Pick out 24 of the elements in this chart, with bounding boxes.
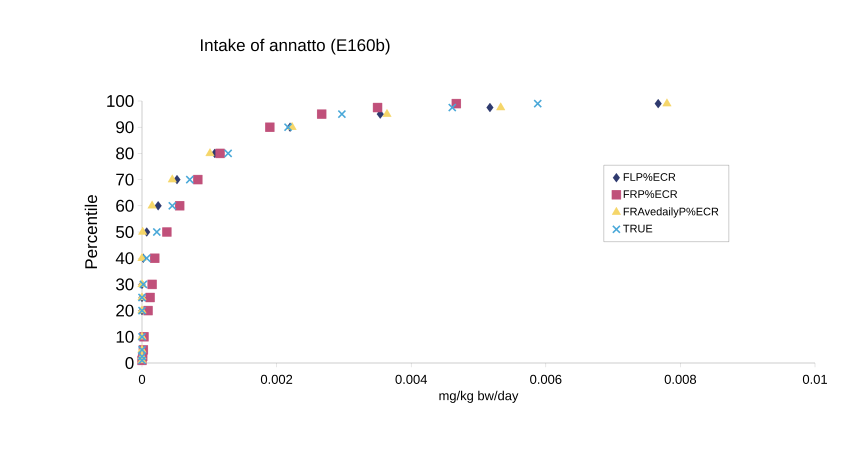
legend-label: FRAvedailyP%ECR <box>624 207 718 218</box>
x-tick-label: 0.006 <box>530 374 562 384</box>
legend-label: FLP%ECR <box>624 173 676 181</box>
x-tick-label: 0.01 <box>802 374 827 384</box>
y-tick-label: 20 <box>116 304 134 317</box>
y-tick-label: 30 <box>116 278 134 290</box>
y-tick-label: 60 <box>116 200 134 212</box>
y-axis-title: Percentile <box>84 195 98 268</box>
y-tick-label: 100 <box>107 95 134 107</box>
y-tick-label: 10 <box>116 330 134 343</box>
y-tick-label: 90 <box>116 121 134 134</box>
y-tick-label: 0 <box>125 357 134 369</box>
x-tick-label: 0.004 <box>396 374 428 384</box>
y-tick-label: 50 <box>116 226 134 238</box>
y-tick-label: 40 <box>116 252 134 264</box>
y-tick-label: 80 <box>116 147 134 160</box>
x-tick-label: 0.008 <box>664 374 696 384</box>
x-axis-title: mg/kg bw/day <box>439 390 518 403</box>
y-tick-label: 70 <box>116 174 134 186</box>
legend-label: TRUE <box>623 224 652 232</box>
x-tick-label: 0.002 <box>260 374 292 384</box>
legend-label: FRP%ECR <box>624 190 678 198</box>
x-tick-label: 0 <box>138 374 146 384</box>
chart-title: Intake of annatto (E160b) <box>200 38 390 54</box>
